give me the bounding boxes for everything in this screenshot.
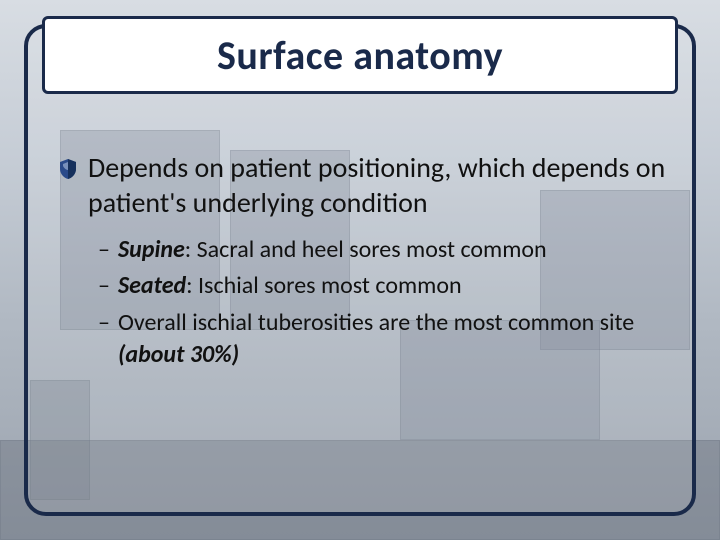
sub-bullet-list: – Supine: Sacral and heel sores most com… (98, 234, 670, 372)
shield-bullet-icon (58, 158, 78, 180)
list-item: – Seated: Ischial sores most common (98, 270, 670, 302)
dash-icon: – (98, 234, 110, 266)
slide-title: Surface anatomy (217, 31, 503, 80)
main-bullet-text: Depends on patient positioning, which de… (88, 150, 670, 220)
sub-item-text: Supine: Sacral and heel sores most commo… (118, 234, 547, 266)
list-item: – Supine: Sacral and heel sores most com… (98, 234, 670, 266)
main-bullet-row: Depends on patient positioning, which de… (58, 150, 670, 220)
sub-item-text: Seated: Ischial sores most common (118, 270, 462, 302)
dash-icon: – (98, 307, 110, 339)
list-item: – Overall ischial tuberosities are the m… (98, 307, 670, 372)
dash-icon: – (98, 270, 110, 302)
title-container: Surface anatomy (42, 16, 678, 94)
sub-item-text: Overall ischial tuberosities are the mos… (118, 307, 670, 372)
content-area: Depends on patient positioning, which de… (58, 150, 670, 376)
